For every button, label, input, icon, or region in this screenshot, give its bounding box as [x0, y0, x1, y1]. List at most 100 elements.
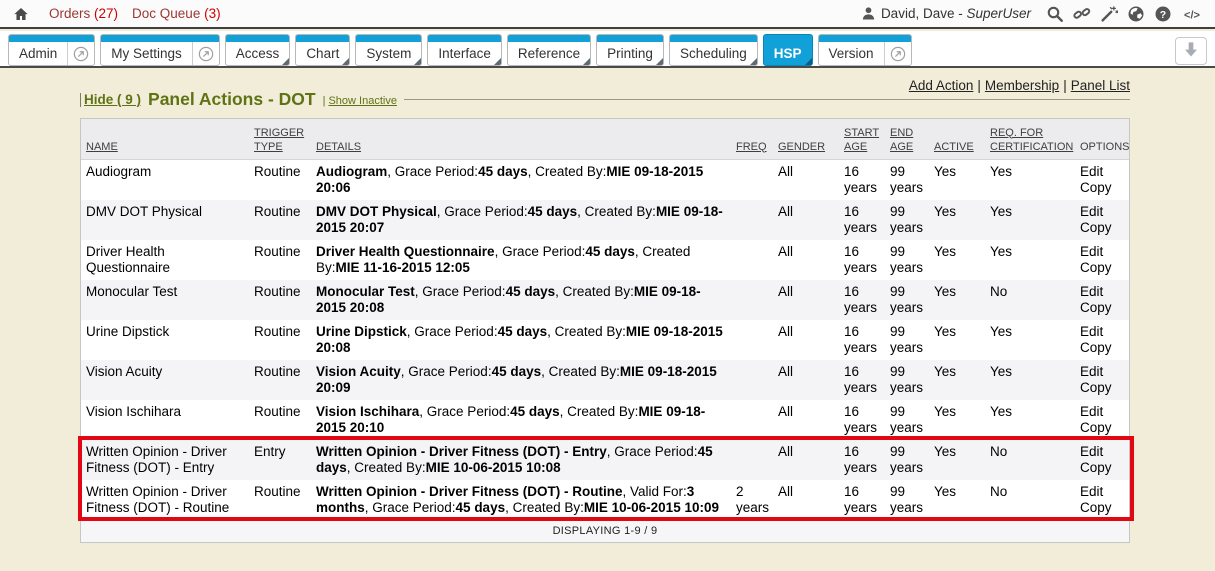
show-inactive-link[interactable]: Show Inactive — [328, 94, 397, 107]
tab-chart[interactable]: Chart — [295, 34, 351, 66]
tab-reference[interactable]: Reference — [506, 34, 592, 66]
home-icon[interactable] — [12, 6, 30, 22]
popout-icon[interactable] — [191, 42, 219, 65]
code-icon[interactable]: </> — [1181, 5, 1203, 23]
column-header-start-age[interactable]: START AGE — [839, 119, 885, 160]
table-row-urine-dipstick: Urine Dipstick Routine Urine Dipstick, Gra… — [81, 320, 1129, 360]
cell-req-for-certification: Yes — [990, 163, 1013, 179]
cell-end-age: 99 years — [890, 203, 924, 235]
tab-printing[interactable]: Printing — [596, 34, 664, 66]
column-header-active[interactable]: ACTIVE — [929, 119, 985, 160]
tab-label: Version — [828, 46, 874, 61]
cell-options: Edit Copy — [1075, 400, 1129, 440]
user-name: David, Dave - SuperUser — [880, 6, 1031, 21]
topbar-link-orders[interactable]: Orders (27) — [49, 6, 119, 21]
edit-link[interactable]: Edit — [1080, 203, 1104, 219]
submenu-corner-icon — [583, 58, 591, 65]
copy-link[interactable]: Copy — [1080, 179, 1112, 195]
cell-details: DMV DOT Physical, Grace Period:45 days, … — [316, 203, 723, 235]
copy-link[interactable]: Copy — [1080, 499, 1112, 515]
cell-start-age: 16 years — [844, 483, 878, 515]
tab-admin[interactable]: Admin — [8, 34, 96, 66]
cell-start-age: 16 years — [844, 363, 878, 395]
search-icon[interactable] — [1046, 5, 1064, 23]
tab-scheduling[interactable]: Scheduling — [668, 34, 758, 66]
edit-link[interactable]: Edit — [1080, 403, 1104, 419]
cell-gender: All — [778, 243, 794, 259]
content-area: Add Action | Membership | Panel List Hide ( … — [0, 68, 1215, 571]
column-header-details[interactable]: DETAILS — [311, 119, 731, 160]
cell-end-age: 99 years — [890, 403, 924, 435]
collapse-menu-button[interactable] — [1175, 37, 1207, 65]
column-header-gender[interactable]: GENDER — [773, 119, 839, 160]
tab-interface[interactable]: Interface — [427, 34, 502, 66]
edit-link[interactable]: Edit — [1080, 163, 1104, 179]
submenu-corner-icon — [749, 58, 757, 65]
column-header-freq[interactable]: FREQ — [731, 119, 773, 160]
table-row-written-opinion-driver-fitness-dot-entry: Written Opinion - Driver Fitness (DOT) -… — [81, 439, 1129, 480]
popout-icon[interactable] — [67, 42, 94, 65]
popout-icon[interactable] — [883, 42, 911, 65]
panel-list-link[interactable]: Panel List — [1070, 78, 1130, 93]
edit-link[interactable]: Edit — [1080, 243, 1104, 259]
copy-link[interactable]: Copy — [1080, 259, 1112, 275]
edit-link[interactable]: Edit — [1080, 323, 1104, 339]
cell-gender: All — [778, 323, 794, 339]
cell-trigger-type: Routine — [254, 483, 301, 499]
cell-freq — [731, 200, 773, 240]
copy-link[interactable]: Copy — [1080, 459, 1112, 475]
cell-gender: All — [778, 363, 794, 379]
column-header-end-age[interactable]: END AGE — [885, 119, 929, 160]
globe-icon[interactable] — [1127, 5, 1145, 23]
copy-link[interactable]: Copy — [1080, 299, 1112, 315]
submenu-corner-icon — [655, 58, 663, 65]
svg-text:</>: </> — [1184, 9, 1200, 21]
edit-link[interactable]: Edit — [1080, 483, 1104, 499]
cell-active: Yes — [934, 363, 957, 379]
copy-link[interactable]: Copy — [1080, 339, 1112, 355]
cell-active: Yes — [934, 163, 957, 179]
tab-system[interactable]: System — [355, 34, 423, 66]
copy-link[interactable]: Copy — [1080, 219, 1112, 235]
separator: | — [977, 78, 981, 93]
column-header-name[interactable]: NAME — [81, 119, 249, 160]
user-role: SuperUser — [966, 6, 1031, 21]
copy-link[interactable]: Copy — [1080, 419, 1112, 435]
membership-link[interactable]: Membership — [984, 78, 1060, 93]
topbar-link-doc-queue[interactable]: Doc Queue (3) — [132, 6, 221, 21]
cell-gender: All — [778, 163, 794, 179]
add-action-link[interactable]: Add Action — [908, 78, 974, 93]
wand-icon[interactable] — [1100, 5, 1118, 23]
tab-label: System — [366, 46, 412, 61]
cell-options: Edit Copy — [1075, 280, 1129, 320]
svg-text:?: ? — [1160, 8, 1166, 20]
tab-hsp[interactable]: HSP — [762, 34, 813, 66]
topbar-right: David, Dave - SuperUser ? </> — [861, 5, 1203, 23]
copy-link[interactable]: Copy — [1080, 379, 1112, 395]
tab-access[interactable]: Access — [224, 34, 291, 66]
cell-options: Edit Copy — [1075, 240, 1129, 280]
cell-active: Yes — [934, 203, 957, 219]
cell-freq — [731, 159, 773, 200]
edit-link[interactable]: Edit — [1080, 443, 1104, 459]
edit-link[interactable]: Edit — [1080, 283, 1104, 299]
edit-link[interactable]: Edit — [1080, 363, 1104, 379]
column-header-trigger-type[interactable]: TRIGGER TYPE — [249, 119, 311, 160]
cell-gender: All — [778, 283, 794, 299]
tab-version[interactable]: Version — [817, 34, 912, 66]
cell-gender: All — [778, 483, 794, 499]
tab-my-settings[interactable]: My Settings — [100, 34, 220, 66]
table-row-vision-ischihara: Vision Ischihara Routine Vision Ischihara,… — [81, 400, 1129, 440]
cell-active: Yes — [934, 403, 957, 419]
cell-name: Vision Ischihara — [86, 403, 182, 419]
topbar-left: Orders (27) Doc Queue (3) — [12, 6, 221, 22]
tab-label: HSP — [773, 46, 802, 61]
link-icon[interactable] — [1073, 5, 1091, 23]
cell-active: Yes — [934, 243, 957, 259]
cell-name: Written Opinion - Driver Fitness (DOT) -… — [86, 483, 230, 515]
hide-panel-link[interactable]: Hide ( 9 ) — [84, 92, 142, 107]
cell-req-for-certification: No — [990, 443, 1008, 459]
help-icon[interactable]: ? — [1154, 5, 1172, 23]
column-header-req-for-certification[interactable]: REQ. FOR CERTIFICATION — [985, 119, 1075, 160]
